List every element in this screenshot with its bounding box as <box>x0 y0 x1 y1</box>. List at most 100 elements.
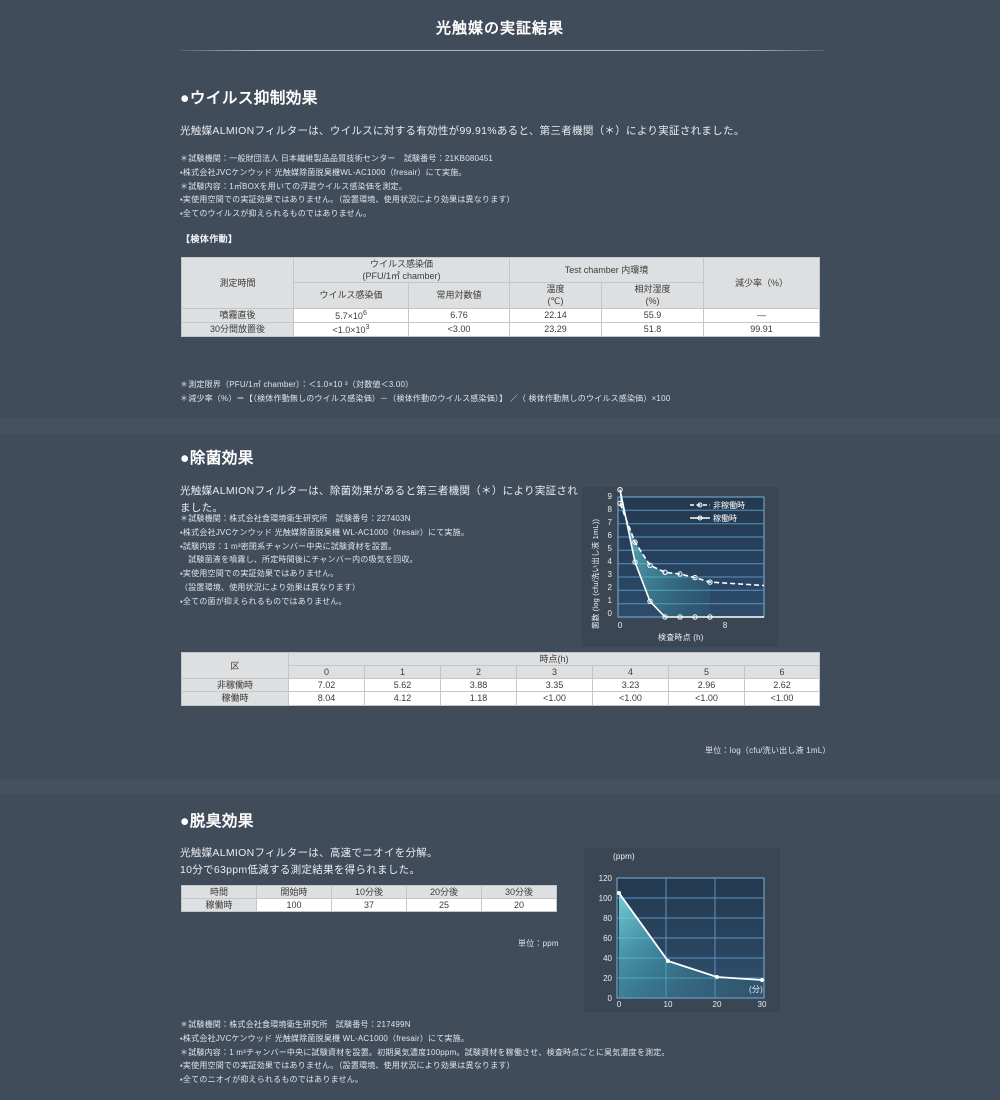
note-line: 試験菌液を噴霧し、所定時間後にチャンバー内の吸気を回収。 <box>180 555 418 565</box>
xtick-0: 0 <box>617 621 623 630</box>
cell-value: 2.62 <box>743 678 821 693</box>
ytick-60: 60 <box>603 934 612 943</box>
virus-results-table: 測定時間 ウイルス感染価 (PFU/1㎥ chamber) Test chamb… <box>181 256 820 337</box>
note-line: ＊試験内容：1 m³チャンバー中央に試験資材を設置。初期臭気濃度100ppm。試… <box>180 1047 670 1057</box>
deodorize-unit-note: 単位：ppm <box>518 939 559 948</box>
th-virus-group-line1: ウイルス感染価 <box>369 259 433 269</box>
footnote-line: ＊測定限界（PFU/1㎥ chamber）：＜1.0×10 ³（対数値＜3.00… <box>180 380 414 389</box>
cell-value: 25 <box>406 898 482 913</box>
table-row: 稼働時 8.04 4.12 1.18 <1.00 <1.00 <1.00 <1.… <box>181 691 821 706</box>
cell-value: 37 <box>331 898 407 913</box>
row-label: 30分間放置後 <box>181 321 294 337</box>
cell-virus-value: <1.0×103 <box>293 321 409 337</box>
ytick-8: 8 <box>607 505 612 514</box>
cell-virus-mantissa: <1.0×10 <box>332 324 366 335</box>
ytick-2: 2 <box>607 583 612 592</box>
table-row: 非稼働時 7.02 5.62 3.88 3.35 3.23 2.96 2.62 <box>181 678 821 693</box>
cell-reduction: — <box>703 307 820 323</box>
row-label: 非稼働時 <box>181 678 289 693</box>
cell-value: 1.18 <box>440 691 517 706</box>
cell-log-value: <3.00 <box>408 321 510 337</box>
deodorize-chart-title: (ppm) <box>613 852 635 861</box>
th-time-3: 3 <box>516 665 593 680</box>
th-time-2: 2 <box>440 665 517 680</box>
section-heading-sterilize: ●除菌効果 <box>180 450 254 467</box>
legend-swatch-operating <box>690 515 710 521</box>
note-line: ・実使用空間での実証効果ではありません。（設置環境、使用状況により効果は異なりま… <box>180 195 515 205</box>
note-line: ・実使用空間での実証効果ではありません。（設置環境、使用状況により効果は異なりま… <box>180 1061 515 1071</box>
legend-label-non-operating: 非稼働時 <box>713 501 745 510</box>
page-title: 光触媒の実証結果 <box>435 20 564 37</box>
th-time-0: 0 <box>288 665 365 680</box>
deodorize-chart-svg <box>616 877 765 999</box>
cell-log-value: 6.76 <box>408 307 510 323</box>
section-band-2 <box>0 780 1000 794</box>
cell-virus-mantissa: 5.7×10 <box>335 310 363 321</box>
table-header-row: 区 時点(h) <box>181 651 821 680</box>
note-line: ・全てのウイルスが抑えられるものではありません。 <box>180 209 372 218</box>
cell-value: 100 <box>256 898 332 913</box>
section-lead-deodorize: 光触媒ALMIONフィルターは、高速でニオイを分解。 10分で63ppm低減する… <box>180 845 560 880</box>
note-line: ・株式会社JVCケンウッド 光触媒除菌脱臭機 WL-AC1000（fresair… <box>180 527 470 537</box>
sterilize-chart-svg <box>617 487 765 620</box>
sterilize-results-table: 区 時点(h) 0 1 2 3 4 5 6 非稼働時 7.02 5.62 3.8… <box>181 651 821 706</box>
th-time-6: 6 <box>743 665 821 680</box>
section-notes-virus: ＊試験機関：一般財団法人 日本繊維製品品質技術センター 試験番号：21KB080… <box>180 152 515 221</box>
section-notes-sterilize: ＊試験機関：株式会社食環境衛生研究所 試験番号：227403N ・株式会社JVC… <box>180 512 469 608</box>
cell-value: 20 <box>481 898 557 913</box>
sterilize-chart-panel: 菌数 (log (cfu/洗い出し液 1mL)) 0 1 2 3 4 5 6 7… <box>582 487 778 647</box>
ytick-6: 6 <box>607 531 612 540</box>
section-heading-virus: ●ウイルス抑制効果 <box>180 90 318 107</box>
table-header-row: 時間 開始時 10分後 20分後 30分後 <box>181 884 557 900</box>
th-10min: 10分後 <box>331 884 407 900</box>
th-temperature: 温度 (℃) <box>509 282 602 309</box>
th-30min: 30分後 <box>481 884 557 900</box>
deodorize-chart-xlabel: (分) <box>749 985 763 994</box>
th-measure-time: 測定時間 <box>181 257 294 309</box>
xtick-10: 10 <box>663 1000 673 1009</box>
cell-reduction: 99.91 <box>703 321 820 337</box>
cell-value: 3.23 <box>592 678 669 693</box>
cell-virus-exponent: 6 <box>362 309 367 317</box>
ytick-9: 9 <box>607 492 612 501</box>
ytick-0: 0 <box>607 994 612 1003</box>
cell-value: 7.02 <box>288 678 365 693</box>
th-category: 区 <box>181 651 289 680</box>
th-start: 開始時 <box>256 884 332 900</box>
th-virus-group: ウイルス感染価 (PFU/1㎥ chamber) <box>293 256 510 284</box>
row-label: 噴霧直後 <box>181 307 294 323</box>
ytick-4: 4 <box>607 557 612 566</box>
ytick-80: 80 <box>603 914 612 923</box>
deodorize-chart-area <box>619 893 762 998</box>
deodorize-results-table: 時間 開始時 10分後 20分後 30分後 稼働時 100 37 25 20 <box>181 884 557 913</box>
th-virus-group-line2: (PFU/1㎥ chamber) <box>362 271 441 282</box>
table-row: 噴霧直後 5.7×106 6.76 22.14 55.9 — <box>181 307 820 323</box>
cell-value: 8.04 <box>288 691 365 706</box>
ytick-20: 20 <box>603 974 612 983</box>
section-heading-deodorize: ●脱臭効果 <box>180 813 254 830</box>
ytick-1: 1 <box>607 596 612 605</box>
note-line: ＊試験機関：株式会社食環境衛生研究所 試験番号：217499N <box>180 1020 411 1029</box>
deodorize-chart-panel: (ppm) 0 20 40 60 80 100 120 <box>584 848 780 1012</box>
ytick-7: 7 <box>607 518 612 527</box>
th-humidity: 相対湿度 (%) <box>601 282 704 309</box>
cell-value: 3.35 <box>516 678 593 693</box>
cell-humidity: 51.8 <box>601 321 704 337</box>
note-line: ・全てのニオイが抑えられるものではありません。 <box>180 1075 364 1084</box>
ytick-3: 3 <box>607 570 612 579</box>
th-virus-infectivity: ウイルス感染価 <box>293 282 409 309</box>
cell-value: 5.62 <box>364 678 441 693</box>
xtick-0: 0 <box>616 1000 622 1009</box>
row-label: 稼働時 <box>181 691 289 706</box>
row-label: 稼働時 <box>181 898 257 913</box>
th-20min: 20分後 <box>406 884 482 900</box>
sterilize-chart-xlabel: 検査時点 (h) <box>658 633 704 642</box>
th-time-5: 5 <box>668 665 745 680</box>
xtick-30: 30 <box>757 1000 767 1009</box>
xtick-8: 8 <box>722 621 728 630</box>
deodorize-series-markers <box>617 891 764 982</box>
series-markers-operating <box>617 487 713 620</box>
note-line: ・株式会社JVCケンウッド 光触媒除菌脱臭機WL-AC1000（fresair）… <box>180 167 467 177</box>
note-line: ＊試験機関：株式会社食環境衛生研究所 試験番号：227403N <box>180 514 411 523</box>
